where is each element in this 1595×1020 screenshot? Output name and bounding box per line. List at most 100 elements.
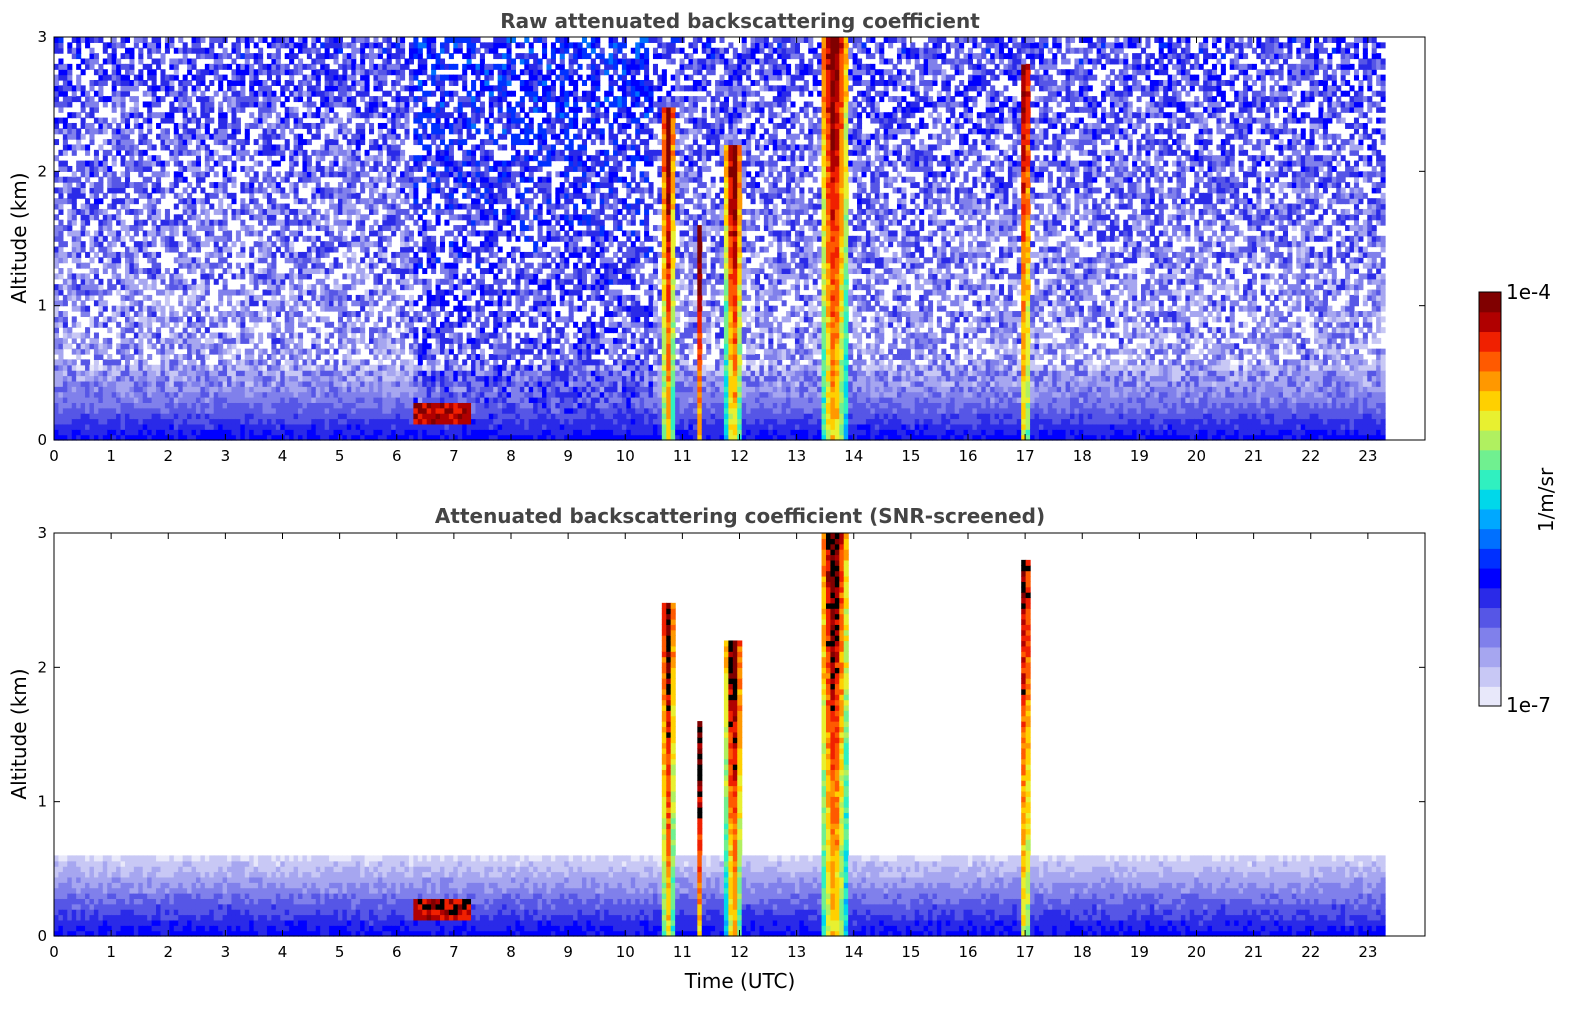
heatmap-cell [174, 193, 179, 199]
heatmap-cell [462, 290, 467, 296]
heatmap-cell [289, 327, 294, 333]
heatmap-cell [223, 220, 228, 226]
heatmap-cell [205, 64, 210, 70]
heatmap-cell [391, 128, 396, 134]
heatmap-cell [94, 290, 99, 296]
heatmap-cell [342, 53, 347, 59]
heatmap-cell [192, 413, 197, 419]
heatmap-cell [143, 166, 148, 172]
heatmap-cell [214, 220, 219, 226]
heatmap-cell [76, 306, 81, 312]
heatmap-cell [458, 75, 463, 81]
heatmap-cell [58, 101, 63, 107]
heatmap-cell [187, 284, 192, 290]
heatmap-cell [409, 273, 414, 279]
heatmap-cell [81, 359, 86, 365]
heatmap-cell [405, 134, 410, 140]
heatmap-cell [249, 365, 254, 371]
heatmap-cell [334, 85, 339, 91]
heatmap-cell [387, 144, 392, 150]
heatmap-cell [63, 177, 68, 183]
heatmap-cell [187, 58, 192, 64]
heatmap-cell [325, 290, 330, 296]
heatmap-cell [54, 370, 59, 376]
heatmap-cell [236, 413, 241, 419]
heatmap-cell [427, 257, 432, 263]
heatmap-cell [316, 402, 321, 408]
heatmap-cell [94, 381, 99, 387]
heatmap-cell [231, 118, 236, 124]
heatmap-cell [103, 128, 108, 134]
heatmap-cell [462, 365, 467, 371]
heatmap-cell [236, 37, 241, 43]
heatmap-cell [236, 214, 241, 220]
heatmap-cell [58, 408, 63, 414]
heatmap-cell [223, 241, 228, 247]
heatmap-cell [409, 263, 414, 269]
heatmap-cell [129, 322, 134, 328]
heatmap-cell [112, 370, 117, 376]
heatmap-cell [444, 198, 449, 204]
heatmap-cell [320, 225, 325, 231]
heatmap-cell [54, 128, 59, 134]
heatmap-cell [458, 343, 463, 349]
heatmap-cell [63, 392, 68, 398]
heatmap-cell [245, 123, 250, 129]
heatmap-cell [329, 107, 334, 113]
heatmap-cell [254, 402, 259, 408]
heatmap-cell [418, 365, 423, 371]
heatmap-cell [338, 166, 343, 172]
heatmap-cell [138, 166, 143, 172]
heatmap-cell [103, 220, 108, 226]
heatmap-cell [294, 376, 299, 382]
heatmap-cell [240, 198, 245, 204]
heatmap-cell [183, 80, 188, 86]
heatmap-cell [138, 220, 143, 226]
heatmap-cell [63, 359, 68, 365]
heatmap-cell [178, 333, 183, 339]
heatmap-cell [258, 134, 263, 140]
heatmap-cell [396, 424, 401, 430]
heatmap-cell [329, 241, 334, 247]
heatmap-cell [378, 112, 383, 118]
heatmap-cell [471, 392, 476, 398]
heatmap-cell [138, 290, 143, 296]
heatmap-cell [143, 397, 148, 403]
heatmap-cell [218, 392, 223, 398]
heatmap-cell [294, 419, 299, 425]
heatmap-cell [378, 42, 383, 48]
heatmap-cell [405, 370, 410, 376]
heatmap-cell [76, 75, 81, 81]
heatmap-cell [311, 376, 316, 382]
heatmap-cell [418, 376, 423, 382]
heatmap-cell [103, 209, 108, 215]
heatmap-cell [138, 75, 143, 81]
heatmap-cell [382, 214, 387, 220]
heatmap-cell [316, 300, 321, 306]
heatmap-cell [116, 311, 121, 317]
heatmap-cell [58, 58, 63, 64]
heatmap-cell [373, 69, 378, 75]
heatmap-cell [231, 177, 236, 183]
heatmap-cell [116, 214, 121, 220]
heatmap-cell [54, 230, 59, 236]
heatmap-cell [169, 247, 174, 253]
heatmap-cell [382, 419, 387, 425]
heatmap-cell [116, 381, 121, 387]
heatmap-cell [209, 386, 214, 392]
heatmap-cell [338, 408, 343, 414]
heatmap-cell [409, 327, 414, 333]
heatmap-cell [338, 101, 343, 107]
heatmap-cell [378, 75, 383, 81]
heatmap-cell [453, 376, 458, 382]
heatmap-cell [307, 204, 312, 210]
heatmap-cell [160, 376, 165, 382]
heatmap-cell [209, 408, 214, 414]
heatmap-cell [81, 209, 86, 215]
heatmap-cell [209, 343, 214, 349]
heatmap-cell [178, 161, 183, 167]
heatmap-cell [467, 91, 472, 97]
heatmap-cell [89, 128, 94, 134]
heatmap-cell [263, 316, 268, 322]
heatmap-cell [405, 96, 410, 102]
